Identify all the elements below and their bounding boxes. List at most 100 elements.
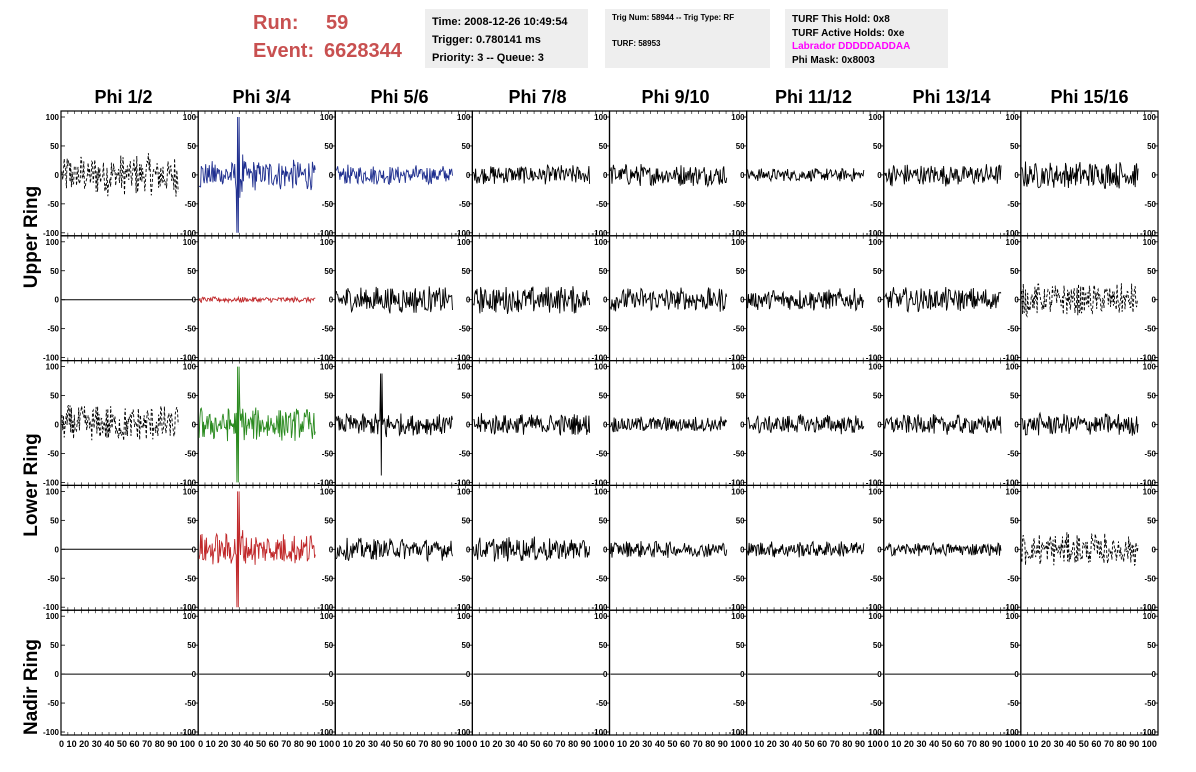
y-tick-label: -100 bbox=[729, 229, 746, 238]
panel-frame bbox=[60, 609, 199, 736]
y-tick-label: 50 bbox=[187, 392, 196, 401]
turf-info-box: TURF This Hold: 0x8 TURF Active Holds: 0… bbox=[785, 9, 948, 68]
y-tick-label: -100 bbox=[1140, 354, 1157, 363]
x-tick-labels: 0 10 20 30 40 50 60 70 80 90 100 bbox=[747, 739, 883, 750]
y-tick-label: -50 bbox=[870, 325, 882, 334]
waveform-trace bbox=[1021, 161, 1139, 189]
y-tick-label: -100 bbox=[454, 354, 471, 363]
panel-frame bbox=[60, 484, 199, 611]
y-tick-label: 100 bbox=[320, 612, 334, 621]
y-tick-label: 0 bbox=[55, 421, 60, 430]
y-tick-label: -50 bbox=[870, 699, 882, 708]
y-tick-label: -50 bbox=[322, 699, 334, 708]
event-number: 6628344 bbox=[324, 40, 402, 62]
waveform-trace bbox=[884, 542, 1002, 557]
y-tick-label: 50 bbox=[461, 641, 470, 650]
y-tick-label: 50 bbox=[50, 267, 59, 276]
waveform-trace bbox=[473, 413, 591, 436]
waveform-trace bbox=[610, 287, 728, 312]
y-tick-label: 0 bbox=[55, 545, 60, 554]
y-tick-label: -50 bbox=[870, 574, 882, 583]
y-tick-label: -100 bbox=[729, 478, 746, 487]
y-tick-label: 50 bbox=[461, 516, 470, 525]
y-tick-label: 50 bbox=[461, 142, 470, 151]
panel-frame bbox=[883, 609, 1022, 736]
y-tick-label: 100 bbox=[46, 363, 60, 372]
y-tick-label: 100 bbox=[320, 487, 334, 496]
y-tick-label: 100 bbox=[868, 487, 882, 496]
y-tick-label: 100 bbox=[1143, 363, 1157, 372]
y-tick-label: 0 bbox=[1152, 670, 1157, 679]
y-tick-label: 0 bbox=[877, 421, 882, 430]
y-tick-label: 50 bbox=[50, 142, 59, 151]
y-tick-label: -50 bbox=[1144, 449, 1156, 458]
turf-hold-text: TURF This Hold: 0x8 bbox=[792, 14, 890, 25]
event-label: Event: bbox=[253, 40, 315, 62]
y-tick-label: -50 bbox=[733, 449, 745, 458]
y-tick-label: -50 bbox=[185, 699, 197, 708]
y-tick-label: 100 bbox=[1143, 238, 1157, 247]
y-tick-label: 0 bbox=[55, 171, 60, 180]
col-header-phi-3-4: Phi 3/4 bbox=[232, 87, 291, 107]
waveform-trace bbox=[472, 164, 591, 185]
y-tick-label: 0 bbox=[740, 421, 745, 430]
y-tick-label: -50 bbox=[733, 574, 745, 583]
y-tick-label: -50 bbox=[596, 574, 608, 583]
y-tick-label: -50 bbox=[733, 200, 745, 209]
y-tick-label: -100 bbox=[866, 728, 883, 737]
y-tick-label: 100 bbox=[46, 612, 60, 621]
y-tick-label: 0 bbox=[877, 545, 882, 554]
waveform-trace bbox=[884, 164, 1002, 187]
y-tick-label: -50 bbox=[322, 325, 334, 334]
y-tick-label: 0 bbox=[466, 545, 471, 554]
y-tick-label: 0 bbox=[329, 670, 334, 679]
y-tick-label: 50 bbox=[736, 516, 745, 525]
y-tick-label: -100 bbox=[43, 354, 60, 363]
x-tick-labels: 0 10 20 30 40 50 60 70 80 90 100 bbox=[198, 739, 334, 750]
y-tick-label: 0 bbox=[603, 421, 608, 430]
y-tick-label: -50 bbox=[459, 574, 471, 583]
y-tick-label: -100 bbox=[43, 229, 60, 238]
waveform-trace bbox=[472, 286, 591, 314]
panel-frame bbox=[60, 360, 199, 487]
y-tick-label: -50 bbox=[459, 699, 471, 708]
y-tick-label: -50 bbox=[1007, 699, 1019, 708]
waveform-trace bbox=[610, 164, 728, 188]
y-tick-label: 0 bbox=[466, 421, 471, 430]
y-tick-label: -50 bbox=[870, 449, 882, 458]
waveform-trace bbox=[610, 540, 728, 558]
waveform-trace bbox=[61, 153, 179, 197]
y-tick-label: -50 bbox=[596, 699, 608, 708]
y-tick-label: 50 bbox=[324, 267, 333, 276]
y-tick-label: -100 bbox=[866, 354, 883, 363]
y-tick-label: -100 bbox=[1140, 603, 1157, 612]
y-tick-label: 0 bbox=[740, 670, 745, 679]
y-tick-label: 50 bbox=[187, 142, 196, 151]
y-tick-label: 50 bbox=[50, 516, 59, 525]
y-tick-label: 50 bbox=[187, 267, 196, 276]
y-tick-label: 100 bbox=[183, 612, 197, 621]
y-tick-label: 100 bbox=[868, 113, 882, 122]
y-tick-label: 0 bbox=[192, 171, 197, 180]
y-tick-label: -100 bbox=[43, 603, 60, 612]
y-tick-label: 100 bbox=[594, 113, 608, 122]
y-tick-label: 50 bbox=[324, 142, 333, 151]
y-tick-label: -50 bbox=[185, 574, 197, 583]
y-tick-label: 100 bbox=[320, 238, 334, 247]
panel-frame bbox=[60, 110, 199, 237]
y-tick-label: 0 bbox=[55, 296, 60, 305]
y-tick-label: -100 bbox=[866, 229, 883, 238]
y-tick-label: -50 bbox=[322, 449, 334, 458]
trigger-info-box: Trig Num: 58944 -- Trig Type: RF TURF: 5… bbox=[605, 9, 770, 68]
y-tick-label: 0 bbox=[329, 421, 334, 430]
x-tick-labels: 0 10 20 30 40 50 60 70 80 90 100 bbox=[472, 739, 608, 750]
y-tick-label: -100 bbox=[591, 229, 608, 238]
y-tick-label: 100 bbox=[46, 238, 60, 247]
turf-active-text: TURF Active Holds: 0xe bbox=[792, 27, 905, 39]
y-tick-label: 100 bbox=[731, 113, 745, 122]
y-tick-label: 0 bbox=[877, 171, 882, 180]
y-tick-label: 100 bbox=[594, 363, 608, 372]
y-tick-label: 100 bbox=[1006, 238, 1020, 247]
y-tick-label: 0 bbox=[1014, 171, 1019, 180]
time-text: Time: 2008-12-26 10:49:54 bbox=[432, 16, 568, 28]
